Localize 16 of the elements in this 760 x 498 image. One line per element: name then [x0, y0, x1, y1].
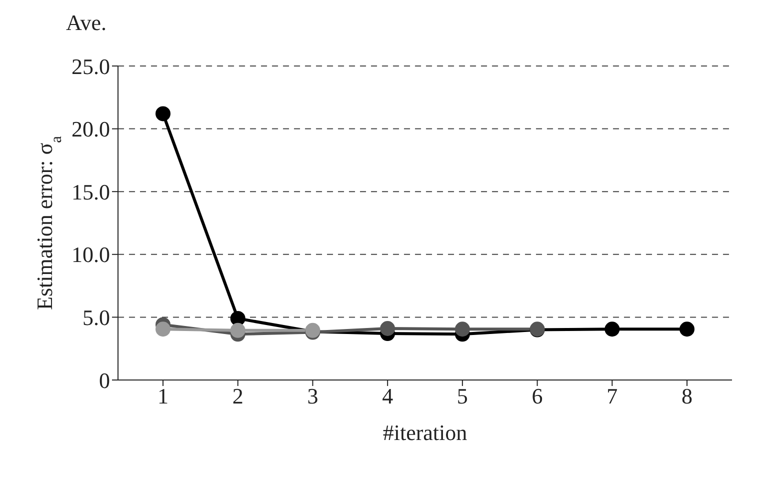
x-tick-label: 3: [307, 384, 318, 409]
x-axis-title: #iteration: [382, 420, 468, 445]
y-tick-label: 20.0: [72, 116, 110, 142]
x-tick-label: 1: [158, 384, 168, 409]
x-tick-label: 2: [232, 384, 244, 409]
x-tick-label: 5: [456, 384, 468, 409]
x-tick-label: 8: [682, 384, 692, 409]
y-tick-label: 5.0: [82, 305, 110, 330]
y-tick-label: 25.0: [72, 54, 110, 79]
x-tick-label: 4: [382, 384, 394, 409]
y-tick-label: 15.0: [72, 179, 110, 204]
x-tick-label: 6: [532, 384, 543, 409]
y-tick-label: 10.0: [72, 242, 110, 268]
text: Ave.: [66, 10, 107, 36]
y-tick-label: 0: [99, 368, 110, 393]
x-tick-label: 7: [606, 384, 618, 409]
